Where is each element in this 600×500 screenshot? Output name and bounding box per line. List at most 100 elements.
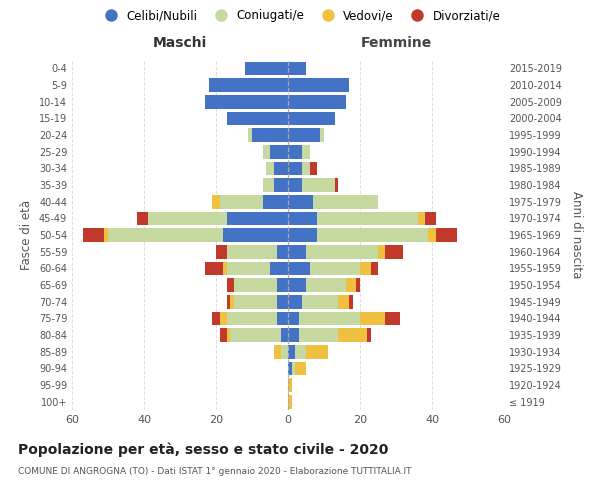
Bar [288, 395, 292, 408]
Bar [317, 212, 418, 225]
Bar [306, 245, 378, 258]
Bar [378, 245, 385, 258]
Bar [220, 195, 263, 208]
Bar [313, 195, 378, 208]
Bar [230, 328, 281, 342]
Bar [299, 312, 360, 325]
Bar [227, 328, 230, 342]
Bar [288, 278, 306, 292]
Bar [227, 245, 277, 258]
Bar [245, 62, 288, 75]
Bar [270, 262, 288, 275]
Bar [425, 212, 436, 225]
Text: Femmine: Femmine [361, 36, 431, 50]
Bar [205, 95, 288, 108]
Bar [310, 162, 317, 175]
Y-axis label: Anni di nascita: Anni di nascita [570, 192, 583, 278]
Bar [371, 262, 378, 275]
Bar [385, 245, 403, 258]
Bar [360, 262, 371, 275]
Bar [288, 62, 306, 75]
Bar [209, 78, 288, 92]
Bar [288, 245, 306, 258]
Bar [234, 295, 277, 308]
Bar [306, 278, 346, 292]
Bar [216, 245, 227, 258]
Bar [234, 278, 277, 292]
Bar [227, 212, 288, 225]
Bar [338, 328, 367, 342]
Bar [227, 278, 234, 292]
Bar [306, 345, 328, 358]
Bar [288, 128, 320, 142]
Bar [288, 378, 292, 392]
Bar [274, 345, 281, 358]
Bar [295, 345, 306, 358]
Bar [137, 212, 148, 225]
Bar [274, 162, 288, 175]
Bar [302, 145, 310, 158]
Bar [227, 295, 230, 308]
Bar [270, 145, 288, 158]
Bar [266, 162, 274, 175]
Bar [230, 295, 234, 308]
Bar [223, 228, 288, 242]
Bar [277, 295, 288, 308]
Bar [346, 278, 356, 292]
Bar [220, 328, 227, 342]
Bar [108, 228, 223, 242]
Bar [274, 178, 288, 192]
Bar [104, 228, 108, 242]
Bar [418, 212, 425, 225]
Bar [428, 228, 436, 242]
Text: Popolazione per età, sesso e stato civile - 2020: Popolazione per età, sesso e stato civil… [18, 442, 388, 457]
Bar [295, 362, 306, 375]
Bar [299, 328, 338, 342]
Bar [367, 328, 371, 342]
Bar [263, 195, 288, 208]
Bar [227, 262, 270, 275]
Bar [263, 145, 270, 158]
Bar [310, 262, 360, 275]
Bar [288, 195, 313, 208]
Bar [223, 262, 227, 275]
Bar [288, 212, 317, 225]
Bar [288, 312, 299, 325]
Bar [302, 162, 310, 175]
Bar [288, 112, 335, 125]
Bar [281, 345, 288, 358]
Bar [360, 312, 385, 325]
Bar [288, 162, 302, 175]
Bar [288, 145, 302, 158]
Bar [302, 295, 338, 308]
Legend: Celibi/Nubili, Coniugati/e, Vedovi/e, Divorziati/e: Celibi/Nubili, Coniugati/e, Vedovi/e, Di… [96, 6, 504, 26]
Bar [212, 312, 220, 325]
Bar [205, 262, 223, 275]
Text: COMUNE DI ANGROGNA (TO) - Dati ISTAT 1° gennaio 2020 - Elaborazione TUTTITALIA.I: COMUNE DI ANGROGNA (TO) - Dati ISTAT 1° … [18, 468, 412, 476]
Bar [288, 95, 346, 108]
Y-axis label: Fasce di età: Fasce di età [20, 200, 33, 270]
Bar [148, 212, 227, 225]
Bar [320, 128, 324, 142]
Bar [277, 312, 288, 325]
Bar [436, 228, 457, 242]
Bar [356, 278, 360, 292]
Bar [252, 128, 288, 142]
Bar [227, 112, 288, 125]
Bar [227, 312, 277, 325]
Bar [288, 228, 317, 242]
Bar [338, 295, 349, 308]
Bar [385, 312, 400, 325]
Bar [317, 228, 428, 242]
Bar [83, 228, 104, 242]
Bar [288, 345, 295, 358]
Bar [349, 295, 353, 308]
Bar [292, 362, 295, 375]
Bar [281, 328, 288, 342]
Bar [288, 362, 292, 375]
Bar [335, 178, 338, 192]
Bar [288, 295, 302, 308]
Bar [288, 262, 310, 275]
Bar [263, 178, 274, 192]
Bar [277, 278, 288, 292]
